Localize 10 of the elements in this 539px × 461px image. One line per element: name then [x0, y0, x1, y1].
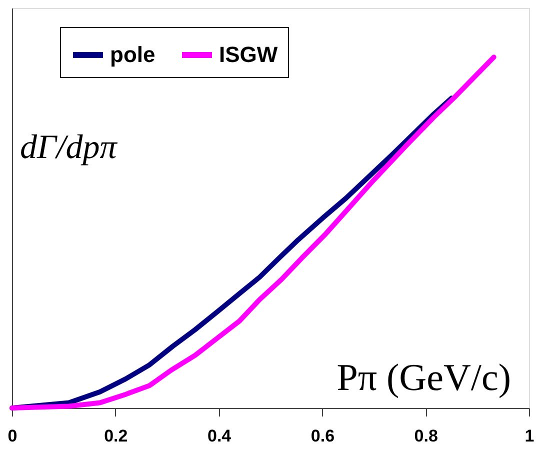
x-axis-title: Pπ (GeV/c): [336, 357, 511, 399]
y-axis-title: dΓ/dpπ: [20, 129, 118, 166]
x-tick-label: 0.6: [310, 426, 335, 446]
x-tick-label: 0.2: [104, 426, 128, 446]
x-tick-label: 1: [524, 426, 534, 446]
x-tick-label: 0: [8, 426, 18, 446]
legend-label: pole: [110, 42, 156, 67]
x-tick-label: 0.4: [207, 426, 232, 446]
x-tick-label: 0.8: [414, 426, 438, 446]
legend-label: ISGW: [219, 42, 278, 67]
